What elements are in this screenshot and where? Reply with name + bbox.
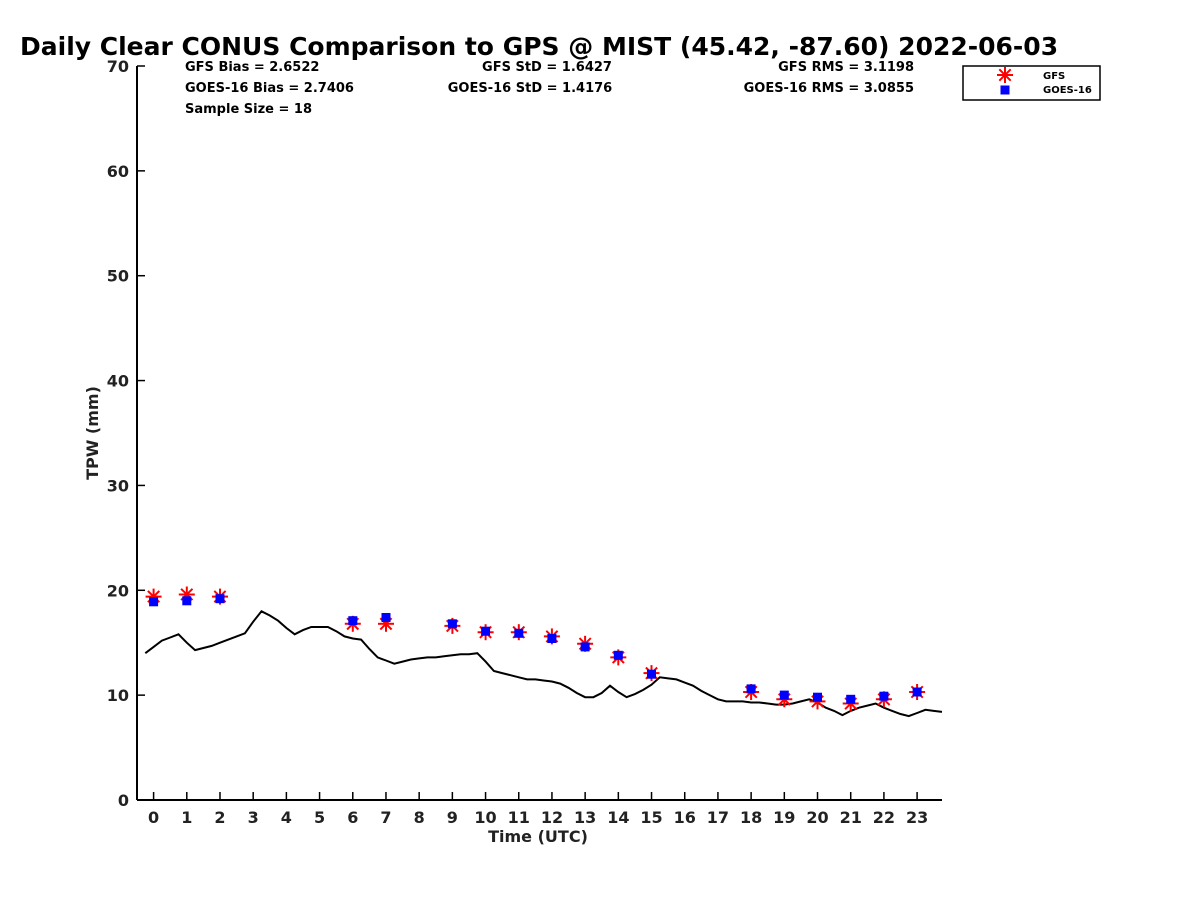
y-tick-label: 20 — [107, 581, 129, 600]
chart-title: Daily Clear CONUS Comparison to GPS @ MI… — [20, 32, 1058, 61]
legend: GFS GOES-16 — [962, 65, 1101, 101]
stat-goes-std: GOES-16 StD = 1.4176 — [448, 81, 612, 96]
goes16-point — [746, 684, 756, 694]
legend-box — [962, 65, 1101, 101]
goes16-point — [580, 642, 590, 652]
goes16-point — [912, 687, 922, 697]
goes16-point — [846, 694, 856, 704]
legend-gfs-asterisk — [997, 67, 1013, 83]
x-tick-label: 10 — [474, 808, 496, 827]
goes16-point — [879, 691, 889, 701]
y-tick-label: 40 — [107, 372, 129, 391]
x-tick-label: 8 — [414, 808, 425, 827]
legend-gfs-label: GFS — [1043, 71, 1065, 82]
goes16-point — [514, 628, 524, 638]
x-tick-label: 17 — [707, 808, 729, 827]
goes16-point — [182, 596, 192, 606]
stat-goes-bias: GOES-16 Bias = 2.7406 — [185, 81, 354, 96]
x-tick-label: 19 — [773, 808, 795, 827]
x-tick-label: 9 — [447, 808, 458, 827]
x-tick-label: 6 — [347, 808, 358, 827]
y-tick-label: 50 — [107, 267, 129, 286]
y-tick-label: 30 — [107, 476, 129, 495]
x-tick-label: 21 — [840, 808, 862, 827]
x-tick-label: 4 — [281, 808, 292, 827]
y-axis-label: TPW (mm) — [83, 386, 102, 480]
goes16-point — [779, 690, 789, 700]
x-tick-label: 3 — [248, 808, 259, 827]
y-tick-label: 0 — [118, 791, 129, 810]
stat-gfs-rms: GFS RMS = 3.1198 — [778, 60, 914, 75]
y-tick-label: 60 — [107, 162, 129, 181]
x-tick-label: 13 — [574, 808, 596, 827]
goes16-point — [348, 616, 358, 626]
stat-gfs-std: GFS StD = 1.6427 — [482, 60, 612, 75]
gps-line — [144, 610, 943, 718]
x-tick-label: 7 — [380, 808, 391, 827]
goes16-point — [447, 619, 457, 629]
x-tick-label: 22 — [873, 808, 895, 827]
y-tick-label: 10 — [107, 686, 129, 705]
stat-gfs-bias: GFS Bias = 2.6522 — [185, 60, 319, 75]
x-tick-label: 23 — [906, 808, 928, 827]
gps-line-series — [144, 610, 943, 718]
x-tick-label: 20 — [806, 808, 828, 827]
x-tick-label: 0 — [148, 808, 159, 827]
goes16-point — [647, 669, 656, 679]
legend-goes-square — [1000, 85, 1010, 95]
x-tick-label: 1 — [181, 808, 192, 827]
goes16-point — [481, 626, 491, 636]
legend-goes-label: GOES-16 — [1043, 85, 1092, 96]
goes16-point — [813, 692, 822, 702]
x-tick-label: 11 — [508, 808, 530, 827]
stat-sample-size: Sample Size = 18 — [185, 102, 312, 117]
x-axis-label: Time (UTC) — [488, 827, 588, 846]
markers — [145, 586, 926, 712]
legend-goes-marker-icon — [1000, 85, 1010, 95]
x-tick-label: 14 — [607, 808, 629, 827]
x-tick-label: 5 — [314, 808, 325, 827]
x-tick-label: 16 — [674, 808, 696, 827]
goes16-point — [613, 650, 623, 660]
goes16-point — [215, 594, 225, 604]
goes16-point — [547, 634, 557, 643]
x-tick-label: 2 — [214, 808, 225, 827]
goes16-point — [381, 613, 391, 622]
y-tick-label: 70 — [107, 57, 129, 76]
stat-goes-rms: GOES-16 RMS = 3.0855 — [744, 81, 914, 96]
x-tick-label: 15 — [640, 808, 662, 827]
goes16-point — [149, 597, 159, 607]
legend-gfs-marker-icon — [997, 67, 1013, 83]
x-tick-label: 18 — [740, 808, 762, 827]
x-tick-label: 12 — [541, 808, 563, 827]
